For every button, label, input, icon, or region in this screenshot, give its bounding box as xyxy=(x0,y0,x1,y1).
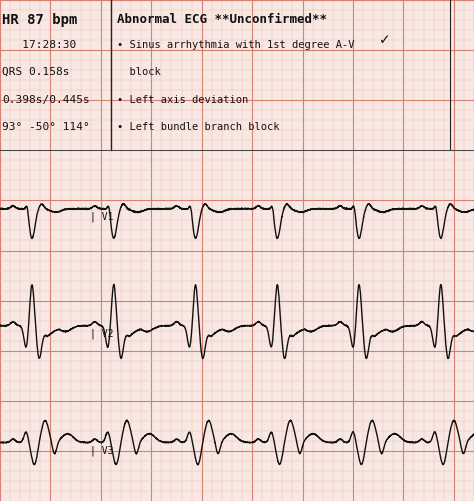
Text: block: block xyxy=(117,67,161,77)
Text: • Left bundle branch block: • Left bundle branch block xyxy=(117,122,280,132)
Text: | V1: | V1 xyxy=(90,211,114,222)
Text: 93° -50° 114°: 93° -50° 114° xyxy=(2,122,90,132)
Text: • Sinus arrhythmia with 1st degree A-V: • Sinus arrhythmia with 1st degree A-V xyxy=(117,40,355,50)
Text: HR 87 bpm: HR 87 bpm xyxy=(2,13,77,27)
Text: QRS 0.158s: QRS 0.158s xyxy=(2,67,69,77)
Text: 0.398s/0.445s: 0.398s/0.445s xyxy=(2,95,90,105)
Text: ✓: ✓ xyxy=(379,33,391,47)
Text: | V2: | V2 xyxy=(90,328,114,339)
Text: | V3: | V3 xyxy=(90,445,114,455)
Text: Abnormal ECG **Unconfirmed**: Abnormal ECG **Unconfirmed** xyxy=(117,13,327,26)
Text: • Left axis deviation: • Left axis deviation xyxy=(117,95,248,105)
Text: 17:28:30: 17:28:30 xyxy=(2,40,76,50)
